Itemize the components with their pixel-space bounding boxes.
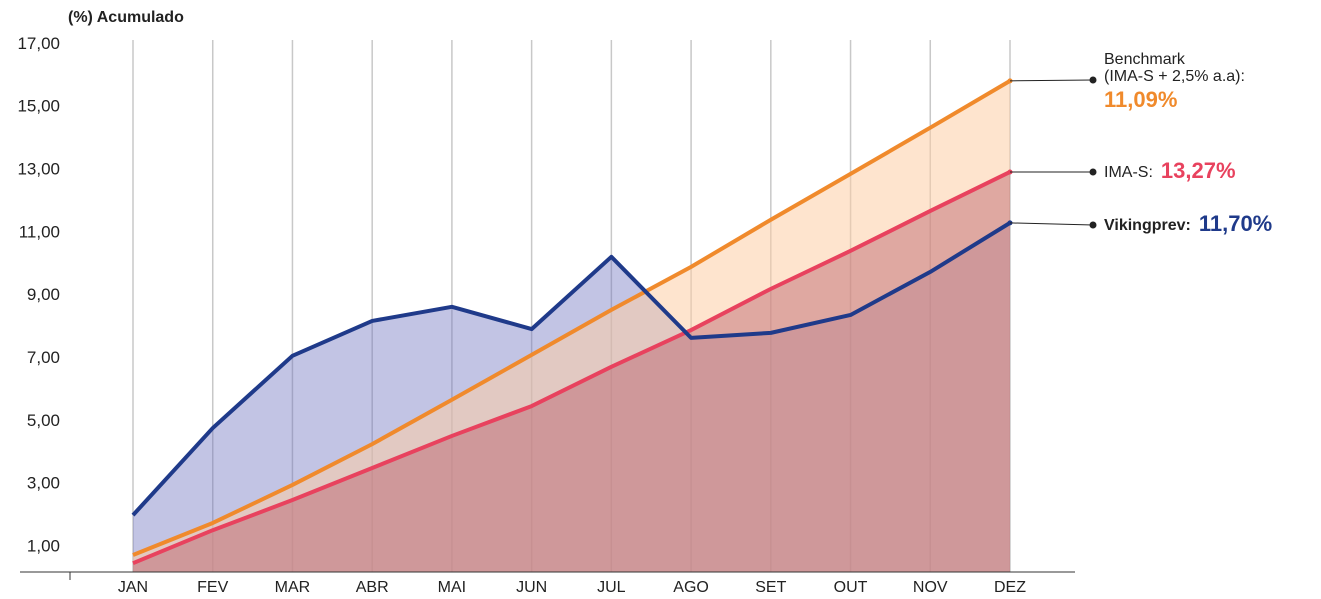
leader-line <box>1009 222 1094 226</box>
legend-total: 11,09% <box>1104 87 1177 112</box>
legend-total: 11,70% <box>1199 211 1272 236</box>
x-tick-label: DEZ <box>994 579 1026 596</box>
x-tick-label: MAR <box>275 579 311 596</box>
line <box>132 79 1012 557</box>
y-tick-label: 15,00 <box>17 97 60 116</box>
x-tick-label: OUT <box>834 579 868 596</box>
x-tick-label: JAN <box>118 579 148 596</box>
area <box>133 171 1010 572</box>
y-axis-label: (%) Acumulado <box>68 9 184 26</box>
y-tick-label: 3,00 <box>27 474 60 493</box>
legend-name: Vikingprev: <box>1104 217 1191 234</box>
x-tick-label: JUN <box>516 579 547 596</box>
legend-dot <box>1089 221 1097 229</box>
line <box>132 170 1011 566</box>
y-tick-label: 9,00 <box>27 285 60 304</box>
y-tick-label: 11,00 <box>19 222 60 241</box>
x-tick-label: AGO <box>673 579 709 596</box>
legend-note: (IMA-S + 2,5% a.a): <box>1104 68 1245 85</box>
x-tick-label: MAI <box>438 579 466 596</box>
legend-name: IMA-S: <box>1104 164 1153 181</box>
y-tick-label: 7,00 <box>27 348 60 367</box>
line <box>131 221 1012 517</box>
x-tick-label: NOV <box>913 579 948 596</box>
leader-line <box>1009 79 1094 82</box>
legend-dot <box>1089 168 1097 176</box>
x-tick-label: FEV <box>197 579 228 596</box>
y-tick-label: 17,00 <box>17 34 60 53</box>
legend-name: Benchmark <box>1104 51 1186 68</box>
y-tick-label: 5,00 <box>27 411 60 430</box>
legend-total: 13,27% <box>1161 158 1236 183</box>
x-tick-label: ABR <box>356 579 389 596</box>
area <box>133 80 1010 573</box>
x-tick-label: SET <box>755 579 786 596</box>
y-tick-label: 1,00 <box>27 537 60 556</box>
x-tick-label: JUL <box>597 579 626 596</box>
y-tick-label: 13,00 <box>17 159 60 178</box>
legend-dot <box>1089 76 1097 84</box>
